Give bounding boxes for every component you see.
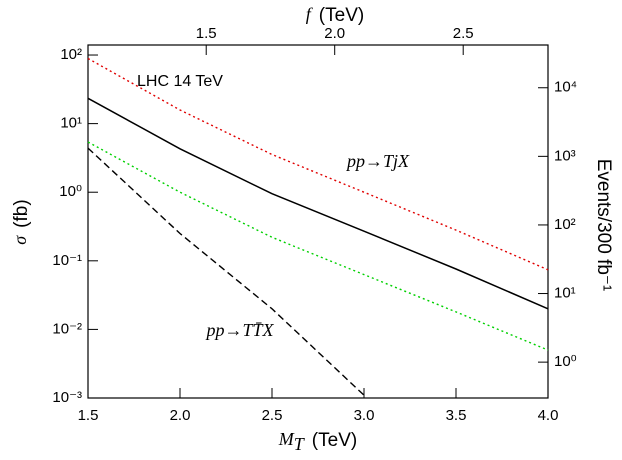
- x-title-sub: T: [294, 434, 306, 454]
- y-tick-label: 10⁻³: [52, 389, 82, 406]
- y2-tick-label: 10⁴: [554, 79, 577, 96]
- y2-axis-title: Events/300 fb⁻¹: [593, 159, 614, 292]
- y2-tick-label: 10³: [554, 147, 576, 164]
- x-tick-label: 2.0: [170, 407, 191, 424]
- y-axis-title: σ (fb): [10, 199, 32, 244]
- x-tick-label: 4.0: [538, 407, 559, 424]
- x2-title-symbol: f: [306, 4, 314, 24]
- y2-tick-label: 10¹: [554, 285, 576, 302]
- y-title-symbol: σ: [10, 235, 30, 245]
- series-line: [87, 141, 549, 351]
- annotation: pp→TT̄X: [204, 320, 274, 340]
- x2-tick-label: 1.5: [196, 25, 217, 42]
- x-title-symbol: M: [278, 429, 295, 449]
- y-tick-label: 10⁻²: [52, 320, 82, 337]
- x-tick-label: 3.5: [446, 407, 467, 424]
- y-tick-label: 10²: [60, 46, 82, 63]
- series-line: [87, 147, 365, 396]
- x-axis-title: MT (TeV): [278, 429, 357, 454]
- x-title-unit: (TeV): [312, 430, 357, 451]
- x-tick-label: 3.0: [354, 407, 375, 424]
- x2-tick-label: 2.5: [453, 25, 474, 42]
- y-tick-label: 10¹: [60, 115, 82, 132]
- series-line: [87, 97, 549, 310]
- x2-title-unit: (TeV): [319, 5, 364, 26]
- x-tick-label: 2.5: [262, 407, 283, 424]
- y2-tick-label: 10⁰: [554, 353, 577, 370]
- y-title-unit: (fb): [11, 199, 32, 228]
- annotation: pp→TjX: [345, 151, 410, 171]
- plot-frame: [87, 44, 549, 399]
- y-tick-label: 10⁻¹: [52, 252, 82, 269]
- y-tick-label: 10⁰: [59, 183, 82, 200]
- y2-tick-label: 10²: [554, 216, 576, 233]
- x2-axis-title: f (TeV): [306, 4, 364, 26]
- x2-tick-label: 2.0: [324, 25, 345, 42]
- annotation: LHC 14 TeV: [137, 73, 223, 90]
- x-tick-label: 1.5: [78, 407, 99, 424]
